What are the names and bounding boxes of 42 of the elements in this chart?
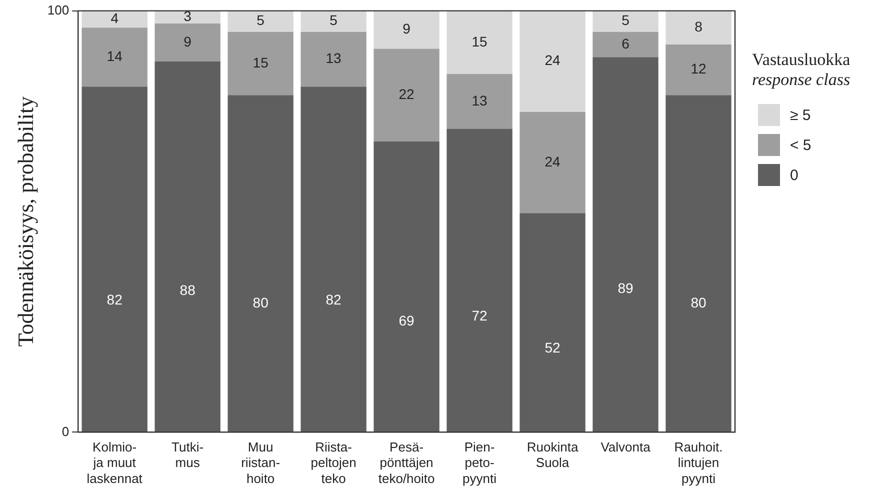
data-label: 14 — [106, 48, 123, 64]
legend-label: 0 — [790, 166, 798, 184]
data-label: 3 — [184, 8, 192, 24]
data-label: 82 — [106, 291, 123, 308]
x-tick-label: Pesä- pönttäjen teko/hoito — [378, 440, 435, 486]
data-label: 52 — [544, 339, 561, 356]
data-label: 69 — [398, 312, 415, 328]
data-label: 13 — [472, 92, 488, 108]
x-tick-label: Pien- peto- pyynti — [462, 440, 497, 486]
y-axis-title: Todennäköisyys, probability — [12, 96, 38, 347]
y-tick-label: 100 — [47, 2, 70, 18]
data-label: 15 — [472, 33, 488, 50]
data-label: 82 — [326, 291, 342, 308]
legend-label: ≥ 5 — [790, 106, 811, 124]
data-label: 72 — [472, 307, 488, 324]
data-label: 24 — [544, 52, 561, 68]
data-label: 5 — [256, 12, 265, 28]
data-label: 13 — [326, 50, 342, 66]
data-label: 9 — [402, 20, 411, 37]
data-label: 24 — [544, 153, 561, 170]
data-label: 80 — [252, 294, 269, 311]
x-tick-label: Kolmio- ja muut laskennat — [86, 440, 143, 486]
data-label: 22 — [398, 86, 415, 102]
x-tick-label: Valvonta — [600, 440, 652, 455]
data-label: 5 — [622, 12, 630, 28]
data-label: 5 — [330, 12, 338, 28]
legend-label: < 5 — [790, 136, 812, 154]
data-label: 88 — [180, 282, 196, 298]
data-label: 4 — [110, 10, 119, 26]
data-label: 12 — [690, 60, 706, 77]
x-tick-label: Rauhoit. lintujen pyynti — [674, 440, 723, 486]
data-label: 6 — [622, 35, 630, 52]
data-label: 80 — [690, 294, 706, 311]
data-label: 89 — [618, 280, 634, 296]
data-label: 8 — [694, 18, 703, 35]
data-label: 9 — [184, 33, 192, 50]
x-tick-label: Tutki- mus — [172, 440, 204, 470]
x-tick-label: Ruokinta Suola — [526, 440, 579, 470]
x-tick-label: Riista- peltojen teko — [310, 440, 356, 486]
x-tick-label: Muu riistan- hoito — [241, 440, 280, 486]
legend-title: Vastausluokka response class — [752, 50, 850, 90]
data-label: 15 — [252, 54, 269, 70]
